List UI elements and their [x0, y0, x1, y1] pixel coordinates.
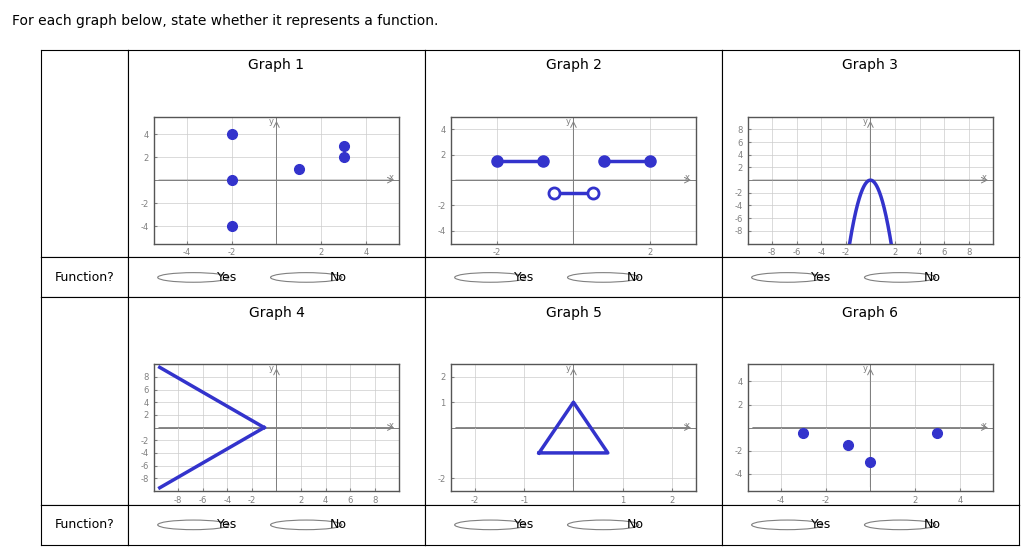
Text: x: x	[982, 420, 987, 430]
Text: No: No	[627, 271, 644, 284]
Text: y: y	[863, 364, 868, 373]
Text: For each graph below, state whether it represents a function.: For each graph below, state whether it r…	[12, 14, 438, 28]
Text: Function?: Function?	[54, 271, 115, 284]
Text: No: No	[627, 518, 644, 532]
Text: Graph 1: Graph 1	[249, 58, 304, 72]
Text: y: y	[269, 117, 274, 126]
Text: y: y	[566, 364, 571, 373]
Text: Graph 6: Graph 6	[843, 306, 898, 320]
Text: x: x	[388, 420, 393, 430]
Text: x: x	[388, 173, 393, 182]
Text: Graph 3: Graph 3	[843, 58, 898, 72]
Text: No: No	[924, 518, 941, 532]
Text: Yes: Yes	[811, 271, 831, 284]
Text: y: y	[863, 117, 868, 126]
Text: No: No	[924, 271, 941, 284]
Text: Graph 4: Graph 4	[249, 306, 304, 320]
Text: Graph 5: Graph 5	[546, 306, 601, 320]
Text: Function?: Function?	[54, 518, 115, 532]
Text: Yes: Yes	[514, 271, 535, 284]
Text: No: No	[330, 518, 347, 532]
Text: Yes: Yes	[217, 271, 238, 284]
Text: x: x	[982, 173, 987, 182]
Text: y: y	[566, 117, 571, 126]
Text: Yes: Yes	[514, 518, 535, 532]
Text: Yes: Yes	[217, 518, 238, 532]
Text: x: x	[685, 173, 690, 182]
Text: x: x	[685, 420, 690, 430]
Text: y: y	[269, 364, 274, 373]
Text: Yes: Yes	[811, 518, 831, 532]
Text: Graph 2: Graph 2	[546, 58, 601, 72]
Text: No: No	[330, 271, 347, 284]
